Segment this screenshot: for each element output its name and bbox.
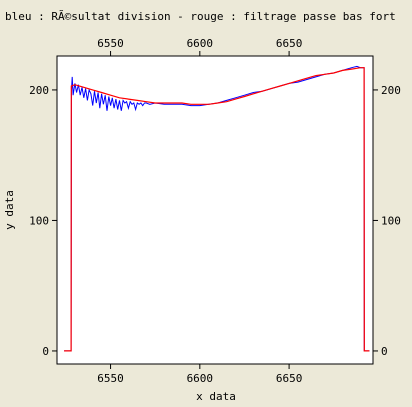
y-tick-label-left: 200 [29, 84, 49, 97]
y-tick-label-right: 200 [381, 84, 401, 97]
x-tick-label-top: 6550 [97, 37, 124, 50]
y-axis-ticks: 0 0 100 100 200 200 [29, 84, 401, 358]
series-layer [64, 65, 370, 352]
y-tick-label-left: 100 [29, 214, 49, 227]
series-line-0 [64, 65, 370, 352]
chart-title: bleu : RÃ©sultat division - rouge : filt… [5, 10, 396, 23]
plot-panel [56, 55, 374, 365]
x-tick-label-top: 6650 [276, 37, 303, 50]
x-axis-label: x data [196, 390, 236, 403]
series-line-1 [64, 67, 370, 352]
y-tick-label-left: 0 [42, 345, 49, 358]
y-tick-label-right: 0 [381, 345, 388, 358]
y-axis-label: y data [3, 190, 16, 230]
y-tick-label-right: 100 [381, 214, 401, 227]
x-tick-label-top: 6600 [187, 37, 214, 50]
x-axis-ticks: 6550 6550 6600 6600 6650 6650 [97, 37, 302, 385]
x-tick-label-bottom: 6650 [276, 372, 303, 385]
x-tick-label-bottom: 6550 [97, 372, 124, 385]
x-tick-label-bottom: 6600 [187, 372, 214, 385]
